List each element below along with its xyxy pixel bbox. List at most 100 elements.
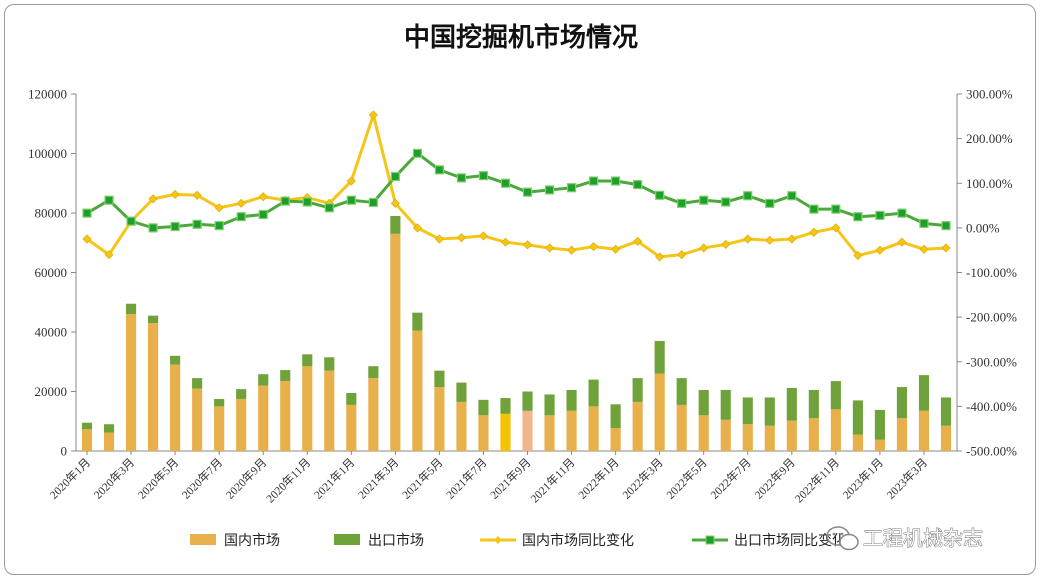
export-yoy-point [743, 191, 753, 201]
domestic-yoy-point [236, 198, 246, 208]
domestic-yoy-point [831, 223, 841, 233]
export-bar [786, 387, 797, 421]
x-tick-label: 2022年5月 [663, 455, 709, 501]
domestic-bar [654, 373, 665, 451]
export-bar [896, 387, 908, 419]
export-bar [522, 391, 533, 411]
domestic-yoy-point [434, 234, 444, 244]
right-tick-label: -300.00% [966, 354, 1017, 369]
export-yoy-point [214, 221, 224, 231]
domestic-bar [808, 418, 819, 451]
domestic-yoy-point [941, 243, 951, 253]
domestic-bar [566, 410, 577, 451]
right-tick-label: -400.00% [966, 399, 1017, 414]
watermark-text: 工程机械杂志 [863, 526, 983, 550]
export-yoy-point [765, 198, 775, 208]
right-tick-label: 300.00% [966, 87, 1013, 102]
domestic-bar [302, 366, 313, 451]
domestic-yoy-point [544, 243, 555, 253]
watermark: 工程机械杂志 [826, 526, 983, 550]
domestic-yoy-point [104, 250, 114, 260]
export-bar [808, 390, 819, 419]
legend: 国内市场 出口市场 国内市场同比变化 出口市场同比变化 [190, 532, 846, 549]
x-tick-label: 2022年3月 [619, 455, 665, 501]
left-tick-label: 40000 [35, 325, 68, 340]
domestic-bar [786, 420, 797, 451]
export-bar [676, 378, 687, 405]
export-yoy-point [456, 173, 467, 183]
export-yoy-point [544, 185, 555, 195]
right-tick-label: -200.00% [966, 310, 1017, 325]
domestic-yoy-point [390, 198, 400, 208]
export-yoy-point [677, 198, 687, 208]
export-bar [280, 370, 291, 382]
domestic-yoy-point [699, 243, 709, 253]
domestic-bar [103, 432, 115, 451]
domestic-bar [500, 413, 511, 451]
export-bar [192, 378, 203, 389]
domestic-bar [896, 418, 908, 451]
domestic-bar [324, 370, 335, 451]
domestic-yoy-point [192, 190, 202, 200]
x-tick-label: 2021年11月 [527, 455, 577, 505]
left-tick-label: 120000 [28, 87, 67, 102]
export-yoy-point [633, 179, 643, 190]
export-yoy-point [919, 218, 929, 229]
export-bar [654, 340, 665, 374]
export-bar [103, 424, 115, 433]
export-yoy-point [324, 203, 334, 213]
domestic-bar [412, 330, 423, 451]
domestic-bar [852, 434, 863, 451]
right-tick-label: -100.00% [966, 265, 1017, 280]
domestic-bar [676, 404, 687, 451]
export-bar [368, 366, 379, 379]
export-yoy-point [831, 204, 841, 214]
x-tick-label: 2021年5月 [399, 455, 445, 501]
domestic-bar [720, 419, 731, 451]
domestic-yoy-point [478, 231, 489, 241]
export-yoy-point [875, 210, 885, 220]
export-yoy-point [500, 178, 511, 188]
x-tick-label: 2021年7月 [443, 455, 489, 501]
domestic-yoy-point [721, 239, 731, 249]
export-bar [544, 394, 555, 416]
export-bar [125, 303, 137, 315]
domestic-bar [764, 425, 775, 451]
x-tick-label: 2023年1月 [840, 455, 886, 501]
export-yoy-point [853, 212, 863, 222]
domestic-bar [478, 415, 489, 451]
export-yoy-point [699, 195, 709, 205]
domestic-bar [830, 409, 841, 451]
x-tick-label: 2022年9月 [751, 455, 797, 501]
domestic-yoy-point [368, 110, 378, 120]
lines [82, 110, 951, 262]
x-tick-label: 2020年9月 [223, 455, 269, 501]
export-bar [236, 389, 247, 399]
domestic-yoy-point [919, 244, 929, 254]
domestic-yoy-point [787, 234, 797, 244]
domestic-bar [940, 425, 952, 451]
domestic-yoy-point [875, 245, 885, 255]
domestic-yoy-point [677, 250, 687, 260]
export-bar [588, 379, 599, 407]
export-yoy-point [126, 216, 136, 226]
x-tick-label: 2020年7月 [179, 455, 225, 501]
domestic-bar [170, 364, 181, 451]
export-bar [478, 399, 489, 416]
domestic-bar [632, 401, 643, 451]
export-yoy-line [86, 151, 947, 230]
legend-swatch-export [334, 534, 360, 545]
export-bar [324, 357, 335, 371]
export-bar [346, 392, 357, 405]
export-yoy-point [148, 223, 158, 233]
export-yoy-point [280, 196, 290, 206]
export-yoy-point [522, 187, 533, 197]
export-bar [852, 400, 863, 435]
legend-swatch-domestic [190, 534, 216, 545]
export-bar [390, 215, 401, 234]
export-bar [610, 404, 621, 429]
bars [81, 215, 952, 451]
chart-title: 中国挖掘机市场情况 [404, 22, 638, 53]
domestic-bar [544, 415, 555, 451]
